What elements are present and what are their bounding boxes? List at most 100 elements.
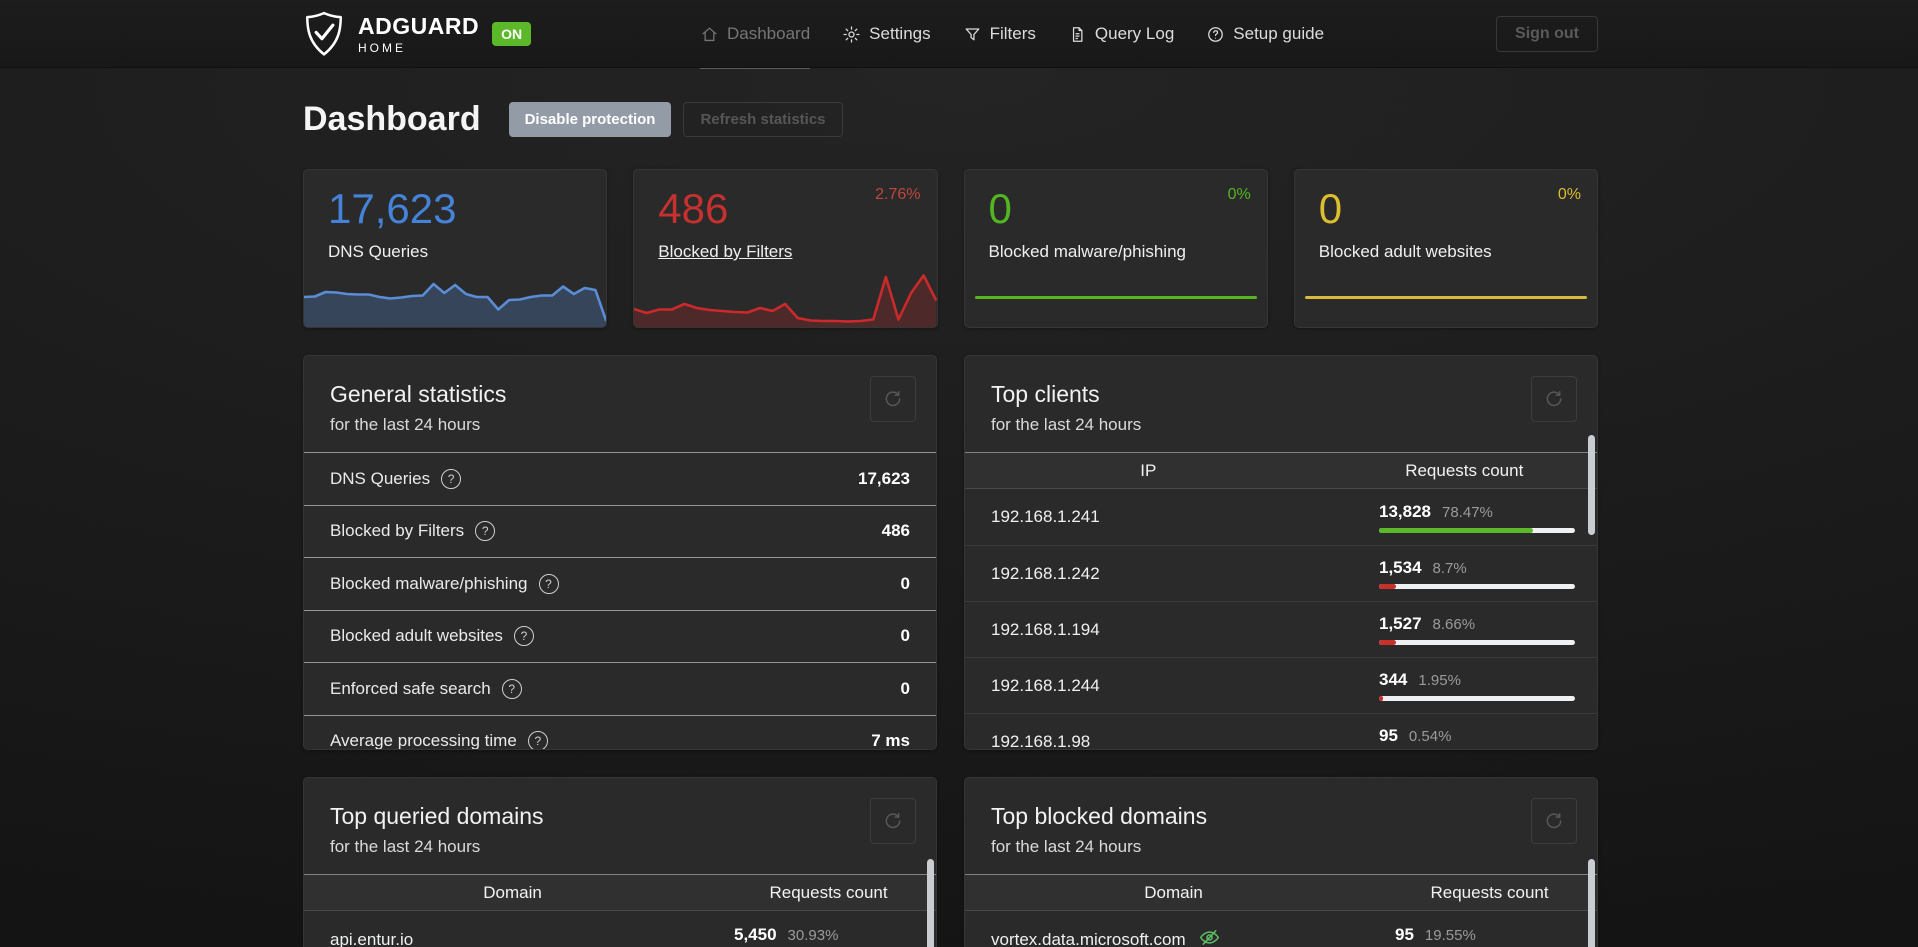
general-stat-row: DNS Queries? 17,623 [304, 452, 936, 505]
nav-item-label: Query Log [1094, 24, 1175, 43]
general-stat-value: 17,623 [858, 468, 910, 488]
client-ip-link[interactable]: 192.168.1.194 [991, 619, 1100, 639]
stat-card-value: 0 [988, 185, 1012, 232]
scrollbar-thumb[interactable] [1588, 859, 1595, 947]
progress-bar-fill [1379, 640, 1396, 645]
progress-bar-fill [1379, 527, 1533, 533]
requests-percent: 8.7% [1432, 560, 1467, 577]
requests-count-value: 13,828 [1379, 501, 1431, 521]
client-ip-link[interactable]: 192.168.1.242 [991, 563, 1100, 583]
general-stat-row: Enforced safe search? 0 [304, 662, 936, 715]
value-line: 1,534 8.7% [1379, 558, 1575, 578]
progress-bar-track [1379, 584, 1575, 589]
table-header: IP Requests count [965, 452, 1597, 489]
panel-head: Top blocked domains for the last 24 hour… [965, 778, 1597, 874]
panel-title: Top clients [991, 381, 1100, 407]
brand-sub: HOME [358, 40, 406, 55]
main-nav: Dashboard Settings Filters Query Log Setup g… [700, 0, 1324, 69]
requests-count-cell: 13,828 78.47% [1379, 502, 1575, 533]
general-stat-label: DNS Queries [330, 468, 431, 488]
stat-card-label: Blocked malware/phishing [988, 242, 1187, 261]
column-header-requests-count: Requests count [769, 882, 888, 902]
requests-percent: 78.47% [1442, 503, 1493, 521]
disable-protection-button[interactable]: Disable protection [508, 102, 672, 137]
general-stat-row: Blocked adult websites? 0 [304, 609, 936, 663]
stat-cards: 17,623 DNS Queries 2.76% 486 Blocked by Filt… [303, 169, 1598, 328]
nav-item-dashboard[interactable]: Dashboard [700, 0, 811, 69]
requests-count-value: 5,450 [734, 924, 777, 944]
client-ip-link[interactable]: 192.168.1.98 [991, 731, 1091, 750]
stat-card-value: 17,623 [328, 185, 457, 232]
client-ip-link[interactable]: 192.168.1.241 [991, 507, 1100, 526]
top-clients-panel: Top clients for the last 24 hours IP Req… [964, 355, 1598, 750]
client-ip-link[interactable]: 192.168.1.244 [991, 675, 1100, 695]
help-icon[interactable]: ? [475, 521, 496, 542]
nav-item-query-log[interactable]: Query Log [1068, 0, 1174, 68]
stat-card-label[interactable]: Blocked by Filters [658, 242, 793, 261]
top-blocked-rows: vortex.data.microsoft.com 95 19.55% [965, 911, 1597, 947]
refresh-panel-button[interactable] [870, 798, 916, 844]
stat-card-percent: 0% [1227, 186, 1251, 203]
stat-card-percent: 2.76% [875, 186, 921, 203]
column-header-requests-count: Requests count [1405, 460, 1524, 480]
progress-bar-track [1379, 640, 1575, 645]
requests-count-value: 95 [1379, 726, 1398, 745]
nav-item-settings[interactable]: Settings [842, 0, 931, 68]
page-title: Dashboard [303, 100, 481, 138]
requests-count-cell: 344 1.95% [1379, 670, 1575, 701]
requests-percent: 30.93% [787, 926, 839, 944]
panels-row-1: General statistics for the last 24 hours… [303, 355, 1598, 750]
stat-card-label: DNS Queries [328, 242, 429, 261]
top-client-row: 192.168.1.242 1,534 8.7% [965, 545, 1597, 601]
domain-link[interactable]: vortex.data.microsoft.com [965, 926, 1395, 947]
scrollbar-thumb[interactable] [927, 859, 934, 947]
general-stat-row: Blocked malware/phishing? 0 [304, 557, 936, 610]
nav-item-setup-guide[interactable]: Setup guide [1206, 0, 1324, 68]
nav-item-filters[interactable]: Filters [963, 0, 1036, 68]
top-queried-domains-panel: Top queried domains for the last 24 hour… [303, 777, 937, 947]
domain-link[interactable]: api.entur.io [304, 930, 734, 947]
scrollbar-thumb[interactable] [1588, 435, 1595, 535]
protection-status-badge: ON [492, 22, 532, 46]
domain-row: vortex.data.microsoft.com 95 19.55% [965, 911, 1597, 947]
funnel-icon [963, 25, 982, 44]
value-line: 344 1.95% [1379, 670, 1575, 690]
requests-count-value: 1,527 [1379, 614, 1422, 633]
sparkline-flat [1304, 296, 1587, 299]
help-icon[interactable]: ? [441, 468, 462, 489]
top-client-row: 192.168.1.98 95 0.54% [965, 713, 1597, 750]
main-content: Dashboard Disable protection Refresh sta… [303, 100, 1598, 947]
shield-check-icon [306, 11, 342, 56]
stat-card-value: 486 [658, 185, 729, 232]
help-icon[interactable]: ? [527, 731, 548, 749]
requests-count-cell: 5,450 30.93% [734, 925, 914, 947]
requests-count-cell: 95 0.54% [1379, 726, 1575, 749]
eye-slash-icon [1186, 926, 1221, 947]
sign-out-button[interactable]: Sign out [1496, 15, 1598, 52]
general-stat-value: 486 [881, 521, 910, 541]
refresh-panel-button[interactable] [1531, 798, 1577, 844]
refresh-panel-button[interactable] [1531, 376, 1577, 422]
help-icon[interactable]: ? [538, 573, 559, 594]
progress-bar-track [1379, 527, 1575, 533]
refresh-icon [885, 390, 901, 407]
stat-card-label: Blocked adult websites [1318, 242, 1492, 261]
top-blocked-domains-panel: Top blocked domains for the last 24 hour… [964, 777, 1598, 947]
home-icon [700, 25, 719, 44]
refresh-statistics-button[interactable]: Refresh statistics [683, 102, 843, 137]
general-stat-value: 0 [900, 573, 910, 593]
top-client-row: 192.168.1.194 1,527 8.66% [965, 601, 1597, 657]
panel-head: General statistics for the last 24 hours [304, 356, 936, 452]
refresh-panel-button[interactable] [870, 376, 916, 422]
panel-subtitle: for the last 24 hours [330, 837, 481, 856]
panels-row-2: Top queried domains for the last 24 hour… [303, 777, 1598, 947]
stat-card-dns-queries: 17,623 DNS Queries [303, 169, 608, 328]
help-icon[interactable]: ? [513, 626, 534, 647]
panel-title: Top blocked domains [991, 803, 1208, 829]
general-stat-value: 0 [900, 626, 910, 646]
help-icon[interactable]: ? [501, 678, 522, 699]
value-line: 13,828 78.47% [1379, 502, 1575, 522]
value-line: 1,527 8.66% [1379, 614, 1575, 634]
domain-name: api.entur.io [330, 930, 414, 947]
